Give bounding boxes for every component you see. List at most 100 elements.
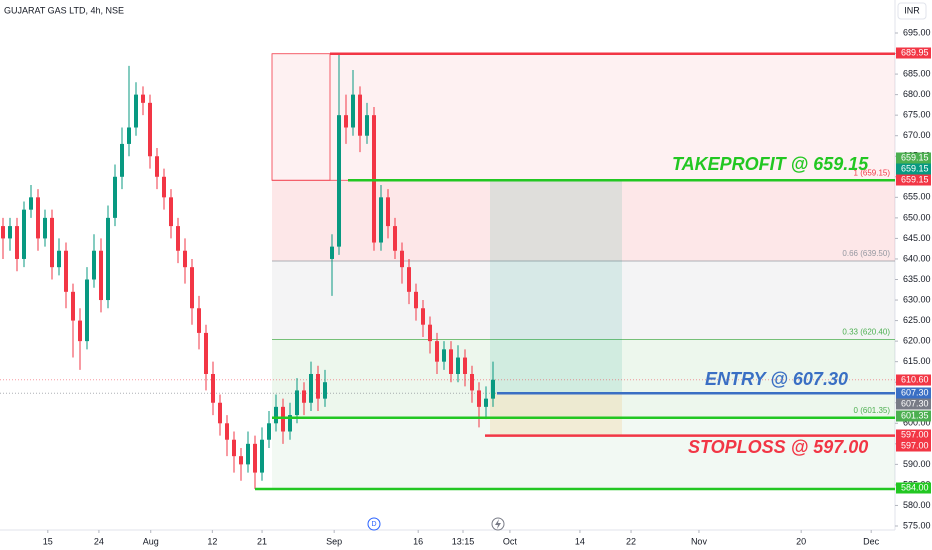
price-tag-label: 659.15 (901, 174, 929, 184)
fib-label: 0.66 (639.50) (842, 249, 890, 258)
candle-body (393, 226, 397, 251)
candle-body (484, 398, 488, 407)
y-tick-label: 590.00 (903, 459, 931, 469)
candle-body (92, 250, 96, 280)
fib-zone (272, 417, 895, 490)
candle-body (134, 94, 138, 128)
candle-body (281, 406, 285, 432)
event-marker[interactable] (367, 517, 381, 531)
x-tick-label: Nov (691, 536, 708, 546)
candle-body (64, 250, 68, 292)
x-tick-label: Oct (503, 536, 518, 546)
candle-body (43, 217, 47, 239)
candle-body (148, 102, 152, 157)
candle-body (337, 115, 341, 247)
price-tag (896, 398, 931, 410)
candle-body (428, 324, 432, 342)
candle-body (113, 176, 117, 218)
candle-body (379, 197, 383, 243)
candle-body (477, 390, 481, 407)
candle-body (225, 423, 229, 440)
candle-body (400, 250, 404, 268)
candle-body (407, 267, 411, 292)
price-tag-label: 584.00 (901, 482, 929, 492)
candle-body (246, 443, 250, 465)
currency: INR (904, 5, 920, 15)
candle-body (309, 373, 313, 403)
candle-body (421, 308, 425, 325)
candle-body (253, 443, 257, 473)
y-tick-label: 580.00 (903, 500, 931, 510)
y-tick-label: 635.00 (903, 274, 931, 284)
chart-title: GUJARAT GAS LTD, 4h, NSE (4, 5, 124, 15)
event-marker-label: D (371, 521, 376, 528)
candle-body (456, 357, 460, 374)
x-tick-label: 16 (413, 536, 423, 546)
candle-body (190, 267, 194, 309)
price-tag (896, 429, 931, 441)
x-tick-label: 22 (626, 536, 636, 546)
y-tick-label: 645.00 (903, 233, 931, 243)
candle-body (78, 320, 82, 342)
y-tick-label: 675.00 (903, 110, 931, 120)
candle-body (323, 382, 327, 399)
candle-body (22, 209, 26, 259)
price-tag-label: 597.00 (901, 440, 929, 450)
price-tag (896, 374, 931, 386)
y-tick-label: 695.00 (903, 27, 931, 37)
currency-box[interactable] (897, 2, 927, 20)
target-zone (490, 180, 622, 394)
x-tick-label: 21 (257, 536, 267, 546)
candle-body (141, 94, 145, 103)
candle-body (169, 197, 173, 227)
candle-body (211, 373, 215, 403)
y-tick-label: 625.00 (903, 315, 931, 325)
price-tag (896, 174, 931, 186)
candle-body (386, 197, 390, 227)
fib-zone (272, 339, 895, 418)
candle-body (155, 156, 159, 177)
candle-body (15, 226, 19, 259)
fib-label: 0.33 (620.40) (842, 328, 890, 337)
candle-body (36, 197, 40, 239)
fib-zone (272, 261, 895, 340)
candle-body (197, 308, 201, 333)
y-tick-label: 680.00 (903, 89, 931, 99)
price-tag-label: 607.30 (901, 387, 929, 397)
candle-body (204, 332, 208, 374)
x-tick-label: 14 (575, 536, 585, 546)
y-tick-label: 650.00 (903, 212, 931, 222)
price-tag-label: 689.95 (901, 47, 929, 57)
x-tick-label: 15 (43, 536, 53, 546)
candle-body (463, 357, 467, 374)
candle-body (85, 279, 89, 342)
candle-body (470, 373, 474, 391)
candle-body (162, 176, 166, 198)
stop-zone (490, 393, 622, 436)
x-tick-label: 12 (207, 536, 217, 546)
candle-body (442, 349, 446, 362)
price-tag (896, 47, 931, 59)
candle-body (1, 226, 5, 239)
candle-body (106, 217, 110, 301)
price-tag (896, 152, 931, 164)
candle-body (449, 349, 453, 374)
y-tick-label: 615.00 (903, 356, 931, 366)
price-tag (896, 410, 931, 422)
y-tick-label: 630.00 (903, 294, 931, 304)
price-tag (896, 163, 931, 175)
candle-body (358, 94, 362, 136)
candle-body (176, 226, 180, 251)
candle-body (330, 246, 334, 259)
candle-body (50, 217, 54, 268)
price-tag-label: 601.35 (901, 410, 929, 420)
range-box (271, 53, 331, 181)
y-tick-label: 670.00 (903, 130, 931, 140)
price-tag-label: 607.30 (901, 398, 929, 408)
x-tick-label: Sep (326, 536, 342, 546)
fib-label: 0 (601.35) (854, 406, 891, 415)
price-tag (896, 440, 931, 452)
y-tick-label: 640.00 (903, 253, 931, 263)
y-tick-label: 600.00 (903, 418, 931, 428)
